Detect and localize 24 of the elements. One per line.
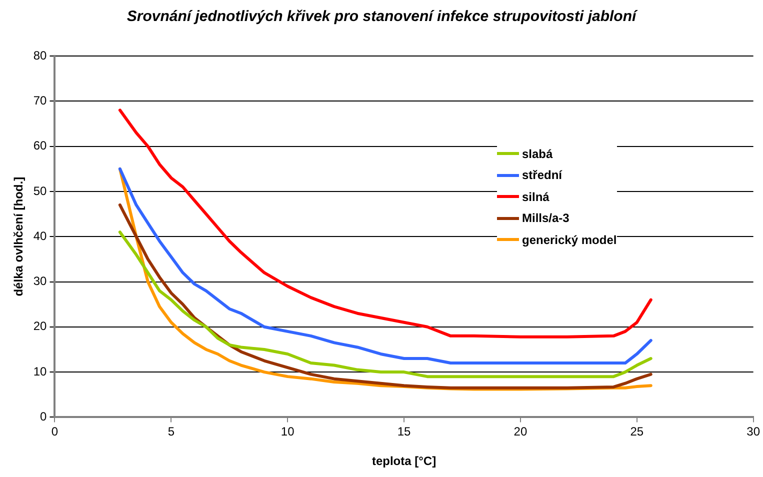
x-tick-label: 0: [51, 424, 58, 439]
legend-label: silná: [522, 190, 550, 204]
legend-label: Mills/a-3: [522, 211, 570, 226]
y-axis-title: délka ovlhčení [hod.]: [12, 176, 26, 296]
y-tick-label: 80: [33, 48, 48, 62]
y-tick-label: 20: [33, 319, 48, 334]
y-tick-label: 0: [40, 410, 48, 424]
x-tick-label: 5: [168, 424, 175, 439]
x-axis-title: teplota [°C]: [372, 454, 436, 468]
legend-label: slabá: [522, 146, 553, 161]
chart-title: Srovnání jednotlivých křivek pro stanovení infekce strupovitosti jabloní: [126, 8, 638, 26]
x-tick-label: 15: [397, 424, 412, 439]
x-tick-label: 25: [630, 424, 644, 439]
legend-label: střední: [522, 168, 562, 182]
y-tick-label: 70: [33, 93, 48, 108]
y-tick-label: 30: [33, 274, 48, 288]
y-tick-label: 40: [33, 228, 48, 243]
y-tick-label: 60: [33, 138, 48, 153]
x-tick-label: 20: [514, 424, 528, 439]
y-tick-label: 50: [33, 184, 48, 198]
y-tick-label: 10: [33, 364, 48, 378]
x-tick-label: 10: [280, 424, 295, 439]
legend-label: generický model: [522, 232, 617, 247]
x-tick-label: 30: [746, 424, 760, 439]
